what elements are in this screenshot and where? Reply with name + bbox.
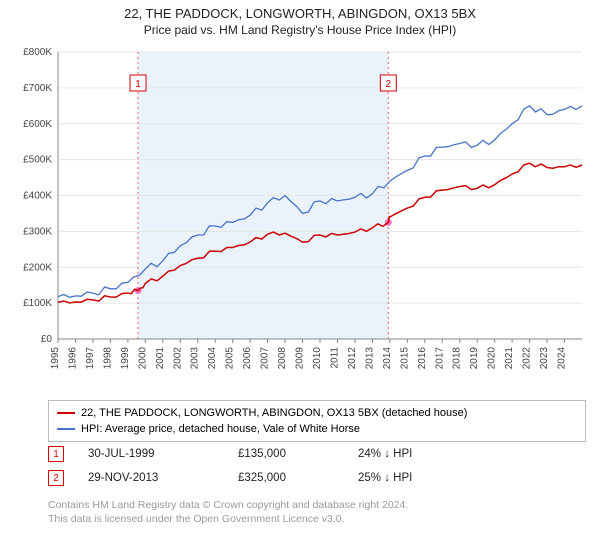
sale-vs-hpi: 25% ↓ HPI: [358, 472, 478, 484]
svg-text:2015: 2015: [399, 347, 410, 370]
legend-item: HPI: Average price, detached house, Vale…: [57, 421, 577, 437]
svg-text:2022: 2022: [522, 347, 533, 370]
svg-text:2000: 2000: [137, 347, 148, 370]
svg-text:£800K: £800K: [23, 47, 52, 58]
svg-text:£600K: £600K: [23, 119, 52, 130]
svg-text:2019: 2019: [469, 347, 480, 370]
legend-label: HPI: Average price, detached house, Vale…: [81, 421, 360, 437]
legend-swatch: [57, 428, 75, 430]
svg-text:2009: 2009: [295, 347, 306, 370]
legend: 22, THE PADDOCK, LONGWORTH, ABINGDON, OX…: [48, 400, 586, 442]
svg-text:2002: 2002: [172, 347, 183, 370]
legend-swatch: [57, 412, 75, 414]
svg-text:2012: 2012: [347, 347, 358, 370]
title-subtitle: Price paid vs. HM Land Registry's House …: [0, 23, 600, 37]
svg-text:1997: 1997: [85, 347, 96, 370]
svg-text:£0: £0: [41, 334, 53, 345]
legend-label: 22, THE PADDOCK, LONGWORTH, ABINGDON, OX…: [81, 405, 467, 421]
sale-date: 29-NOV-2013: [88, 472, 238, 484]
footer-line: Contains HM Land Registry data © Crown c…: [48, 498, 568, 512]
sale-price: £135,000: [238, 448, 358, 460]
svg-text:2005: 2005: [225, 347, 236, 370]
svg-text:£200K: £200K: [23, 262, 52, 273]
sales-table: 1 30-JUL-1999 £135,000 24% ↓ HPI 2 29-NO…: [48, 442, 568, 490]
svg-text:£700K: £700K: [23, 83, 52, 94]
svg-text:2007: 2007: [260, 347, 271, 370]
svg-text:2017: 2017: [434, 347, 445, 370]
svg-text:1998: 1998: [102, 347, 113, 370]
svg-text:2021: 2021: [504, 347, 515, 370]
svg-text:2001: 2001: [155, 347, 166, 370]
svg-text:2013: 2013: [364, 347, 375, 370]
page: 22, THE PADDOCK, LONGWORTH, ABINGDON, OX…: [0, 0, 600, 560]
chart-svg: £0 £100K £200K £300K £400K £500K £600K £700K £80…: [10, 44, 590, 394]
svg-text:£300K: £300K: [23, 226, 52, 237]
svg-text:2003: 2003: [190, 347, 201, 370]
sale-date: 30-JUL-1999: [88, 448, 238, 460]
svg-text:2018: 2018: [452, 347, 463, 370]
svg-text:£400K: £400K: [23, 191, 52, 202]
svg-text:2: 2: [386, 79, 392, 90]
footer-line: This data is licensed under the Open Gov…: [48, 512, 568, 526]
svg-text:1: 1: [135, 79, 141, 90]
svg-text:2011: 2011: [329, 347, 340, 369]
svg-text:2004: 2004: [207, 347, 218, 370]
chart: £0 £100K £200K £300K £400K £500K £600K £700K £80…: [10, 44, 590, 394]
sale-price: £325,000: [238, 472, 358, 484]
svg-text:2008: 2008: [277, 347, 288, 370]
svg-text:1999: 1999: [120, 347, 131, 370]
svg-text:2014: 2014: [382, 347, 393, 370]
svg-text:2016: 2016: [417, 347, 428, 370]
legend-item: 22, THE PADDOCK, LONGWORTH, ABINGDON, OX…: [57, 405, 577, 421]
svg-text:2020: 2020: [487, 347, 498, 370]
svg-text:2023: 2023: [539, 347, 550, 370]
svg-text:2024: 2024: [557, 347, 568, 370]
sales-row: 2 29-NOV-2013 £325,000 25% ↓ HPI: [48, 466, 568, 490]
title-address: 22, THE PADDOCK, LONGWORTH, ABINGDON, OX…: [0, 6, 600, 21]
marker-icon: 2: [48, 470, 64, 486]
svg-text:£500K: £500K: [23, 155, 52, 166]
svg-text:£100K: £100K: [23, 298, 52, 309]
svg-text:1995: 1995: [50, 347, 61, 370]
sale-vs-hpi: 24% ↓ HPI: [358, 448, 478, 460]
sales-row: 1 30-JUL-1999 £135,000 24% ↓ HPI: [48, 442, 568, 466]
marker-icon: 1: [48, 446, 64, 462]
svg-text:1996: 1996: [67, 347, 78, 370]
svg-text:2006: 2006: [242, 347, 253, 370]
footer: Contains HM Land Registry data © Crown c…: [48, 498, 568, 526]
svg-text:2010: 2010: [312, 347, 323, 370]
title-block: 22, THE PADDOCK, LONGWORTH, ABINGDON, OX…: [0, 0, 600, 37]
